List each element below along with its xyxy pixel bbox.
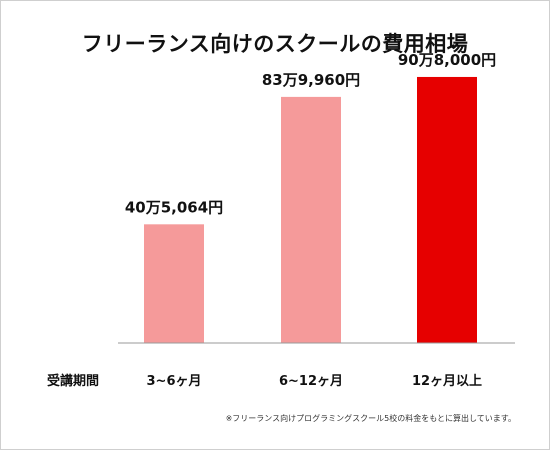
bar-1 <box>144 224 204 343</box>
x-tick-label-1: 3~6ヶ月 <box>147 374 202 389</box>
data-label-1: 40万5,064円 <box>125 198 223 216</box>
chart-title: フリーランス向けのスクールの費用相場 <box>81 32 469 56</box>
data-label-2: 83万9,960円 <box>262 71 360 89</box>
bar-2 <box>281 96 341 343</box>
bar-3 <box>417 76 477 344</box>
x-tick-label-2: 6~12ヶ月 <box>279 374 343 389</box>
data-label-3: 90万8,000円 <box>398 51 496 69</box>
x-tick-label-3: 12ヶ月以上 <box>412 374 482 389</box>
x-axis-title: 受講期間 <box>46 374 99 389</box>
footnote: ※フリーランス向けプログラミングスクール5校の料金をもとに算出しています。 <box>225 414 516 423</box>
